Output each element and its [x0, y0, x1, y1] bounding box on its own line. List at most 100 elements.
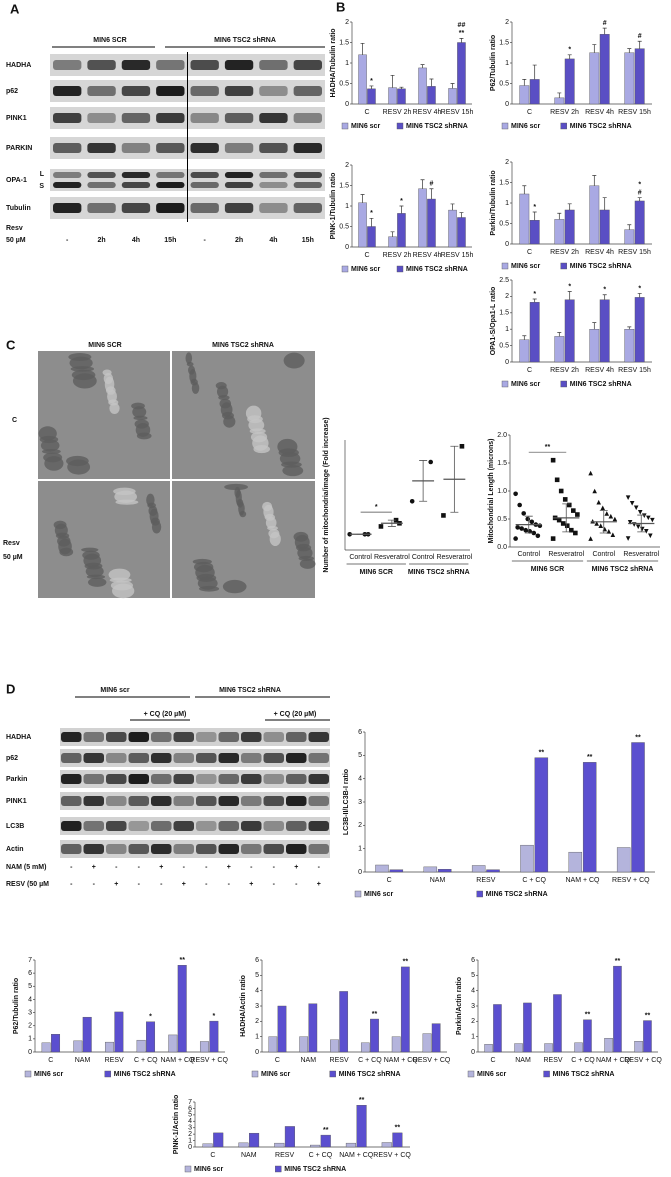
organelle: [186, 361, 194, 367]
x-tick-label: RESV 2h: [383, 252, 412, 259]
bar: [73, 1040, 83, 1053]
y-tick-label: 1.5: [499, 179, 509, 186]
blot-band: [173, 753, 194, 763]
point: [519, 526, 524, 531]
bar: [51, 1034, 61, 1053]
point: [635, 524, 641, 530]
point: [556, 517, 562, 523]
y-tick-label: 5: [471, 972, 475, 979]
x-tick-label: C + CQ: [134, 1057, 158, 1064]
annotation: ##: [458, 22, 466, 29]
blot-band: [121, 203, 151, 213]
annotation: *: [213, 1013, 216, 1020]
organelle: [283, 352, 305, 369]
x-tick-label: C + CQ: [522, 877, 546, 884]
blot-band: [61, 732, 82, 742]
point: [594, 521, 599, 526]
point: [573, 530, 578, 536]
organelle: [67, 459, 91, 475]
blot-band: [106, 753, 127, 763]
y-tick-label: 1: [345, 60, 349, 67]
x-tick-label: C + CQ: [571, 1057, 595, 1064]
treatment: NAM (5 mM): [6, 864, 46, 871]
legend-label: MIN6 TSC2 shRNA: [553, 1071, 615, 1078]
blot-band: [173, 844, 194, 854]
organelle: [239, 510, 247, 518]
bar: [589, 329, 600, 363]
x-tick-label: RESV + CQ: [612, 877, 650, 884]
organelle: [191, 382, 200, 394]
blot-band: [61, 753, 82, 763]
x-tick-label: Resveratrol: [623, 551, 659, 558]
treatment-sign: -: [70, 881, 73, 888]
treatment-sign: -: [183, 864, 186, 871]
y-tick-label: 0: [505, 241, 509, 248]
x-tick-label: NAM: [430, 877, 446, 884]
row-label: HADHA: [6, 734, 31, 741]
treatment-sign: -: [273, 881, 276, 888]
y-tick-label: 4: [255, 988, 259, 995]
x-tick-label: RESV 2h: [550, 109, 579, 116]
y-tick-label: 1.5: [497, 460, 507, 467]
error-bar: [592, 175, 597, 186]
error-bar: [387, 519, 396, 527]
cq-label: + CQ (20 µM): [274, 711, 317, 718]
legend-swatch: [354, 890, 362, 898]
y-tick-label: 7: [28, 957, 32, 964]
treatment-sign: -: [160, 881, 163, 888]
lane-label: 15h: [164, 237, 176, 244]
point: [592, 488, 597, 494]
annotation: **: [585, 1012, 591, 1019]
error-bar: [627, 326, 632, 330]
x-tick-label: RESV 2h: [383, 109, 412, 116]
x-tick-label: RESV 15h: [618, 109, 651, 116]
organelle: [185, 352, 193, 364]
x-tick-label: C: [527, 367, 532, 374]
legend-label: MIN6 TSC2 shRNA: [114, 1071, 176, 1078]
blot-band: [87, 143, 116, 153]
annotation: **: [539, 750, 545, 757]
bar: [392, 1132, 403, 1148]
point: [531, 530, 537, 536]
bar: [358, 54, 367, 105]
blot-band: [106, 732, 127, 742]
point: [378, 524, 384, 529]
blot-band: [53, 172, 82, 178]
blot-band: [156, 113, 185, 123]
row-label: Tubulin: [6, 205, 31, 212]
legend-swatch: [467, 1070, 475, 1078]
blot-band: [151, 844, 172, 854]
row-label: PARKIN: [6, 145, 32, 152]
blot-band: [87, 86, 116, 96]
blot-band: [263, 821, 284, 831]
row-label: p62: [6, 755, 18, 762]
y-axis-label: P62/Tubulin ratio: [490, 35, 497, 91]
x-tick-label: NAM: [241, 1152, 257, 1159]
legend-label: MIN6 scr: [511, 123, 540, 130]
bar: [514, 1043, 523, 1053]
blot-band: [87, 60, 116, 70]
bar: [616, 847, 631, 873]
blot-band: [224, 60, 254, 70]
bar: [423, 866, 438, 873]
blot-band: [128, 844, 149, 854]
bar: [599, 209, 610, 245]
blot-band: [286, 796, 307, 806]
bar: [391, 1036, 401, 1053]
treatment-sign: -: [228, 881, 231, 888]
x-tick-label: C: [364, 252, 369, 259]
error-bar: [429, 78, 434, 87]
point: [650, 517, 655, 523]
treatment: 50 µM: [6, 237, 26, 244]
point: [648, 533, 653, 539]
blot-band: [224, 203, 254, 213]
blot-band: [128, 753, 149, 763]
x-tick-label: RESV 15h: [441, 109, 474, 116]
bar: [624, 52, 635, 105]
treatment-sign: +: [182, 881, 186, 888]
y-tick-label: 0.5: [339, 223, 349, 230]
treatment-sign: -: [138, 881, 141, 888]
blot-band: [196, 796, 217, 806]
bar: [397, 213, 406, 248]
error-bar: [567, 203, 572, 210]
